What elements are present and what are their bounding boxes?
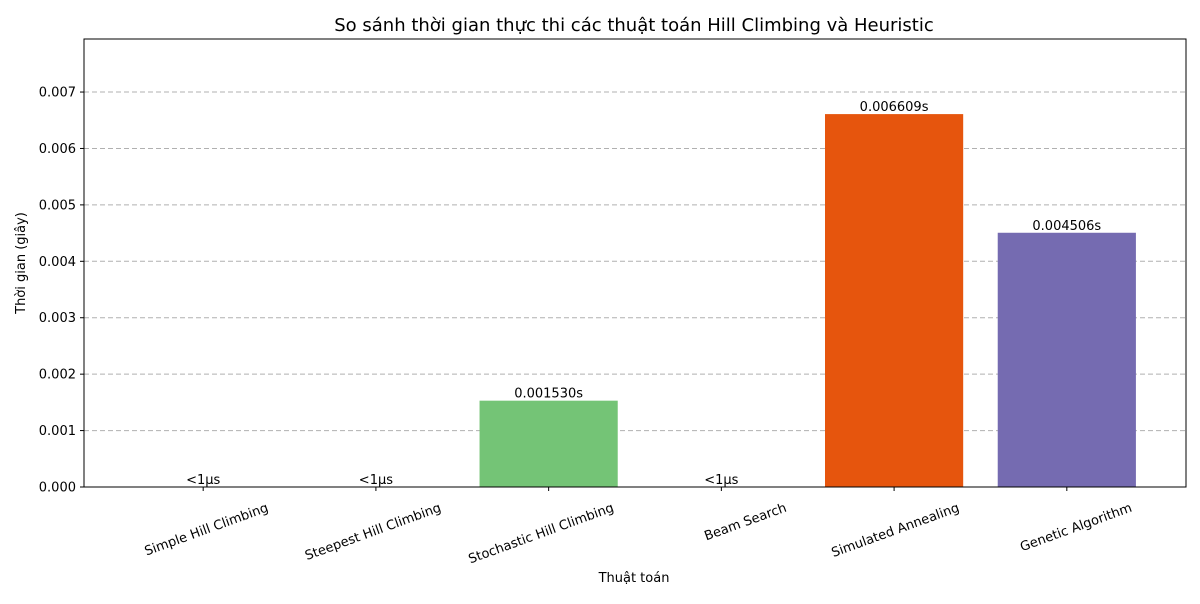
bar-value-label: 0.001530s bbox=[514, 387, 583, 402]
bar bbox=[997, 232, 1136, 487]
y-tick-label: 0.005 bbox=[39, 198, 76, 213]
y-tick-label: 0.004 bbox=[39, 255, 76, 270]
plot-frame bbox=[83, 38, 1187, 488]
y-tick-label: 0.000 bbox=[39, 481, 76, 496]
bar-value-labels: <1µs <1µs 0.001530s <1µs 0.006609s 0.004506s bbox=[186, 100, 1101, 488]
y-tick-label: 0.002 bbox=[39, 368, 76, 383]
bar-value-label: <1µs bbox=[704, 473, 738, 488]
bar-value-label: 0.006609s bbox=[860, 100, 929, 115]
y-axis-ticks: 0.000 0.001 0.002 0.003 0.004 0.005 0.006 0.007 bbox=[39, 86, 84, 496]
y-tick-label: 0.001 bbox=[39, 424, 76, 439]
y-tick-label: 0.006 bbox=[39, 142, 76, 157]
bar-value-label: <1µs bbox=[186, 473, 220, 488]
y-tick-label: 0.007 bbox=[39, 86, 76, 101]
bars bbox=[479, 114, 1136, 487]
y-tick-label: 0.003 bbox=[39, 311, 76, 326]
bar-value-label: 0.004506s bbox=[1032, 219, 1101, 234]
chart-title: So sánh thời gian thực thi các thuật toá… bbox=[334, 15, 934, 36]
bar bbox=[825, 114, 964, 487]
x-axis-label: Thuật toán bbox=[598, 571, 670, 586]
y-axis-label: Thời gian (giây) bbox=[14, 212, 29, 315]
bar-value-label: <1µs bbox=[359, 473, 393, 488]
bar bbox=[479, 400, 618, 487]
